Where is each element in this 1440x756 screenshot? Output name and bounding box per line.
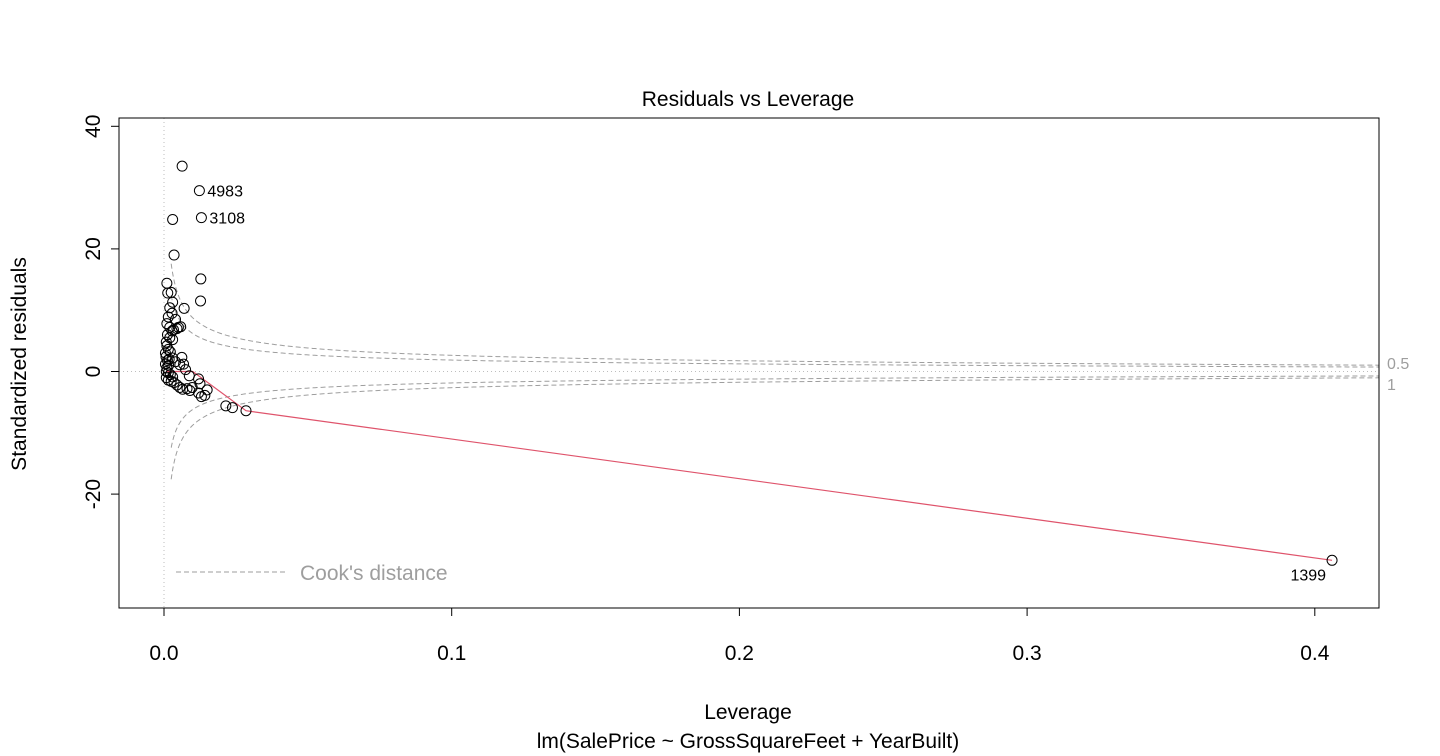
data-point — [193, 185, 205, 197]
data-point — [199, 389, 211, 401]
x-tick-label: 0.3 — [1012, 642, 1041, 665]
data-point — [181, 383, 193, 395]
point-label-1399: 1399 — [1290, 567, 1326, 584]
chart-title: Residuals vs Leverage — [642, 88, 854, 111]
data-point — [240, 405, 252, 417]
y-tick-label: -20 — [82, 479, 105, 509]
plot-area — [119, 118, 1379, 608]
data-point — [180, 364, 192, 376]
y-tick-label: 20 — [82, 237, 105, 260]
cooks-contour-1-lower — [170, 377, 1379, 480]
y-tick-label: 0 — [82, 366, 105, 378]
data-point — [161, 318, 173, 330]
data-point — [184, 385, 196, 397]
contour-label-0-5: 0.5 — [1387, 356, 1409, 373]
data-point — [162, 311, 174, 323]
data-point — [226, 402, 238, 414]
data-point — [175, 321, 187, 333]
data-point — [166, 307, 178, 319]
plot-frame — [118, 117, 1380, 609]
cooks-contour-0-5-lower — [170, 375, 1379, 448]
data-point — [195, 295, 207, 307]
model-formula-subtitle: lm(SalePrice ~ GrossSquareFeet + YearBui… — [537, 730, 960, 753]
data-point — [162, 287, 174, 299]
y-tick-label: 40 — [82, 115, 105, 138]
legend-label-cooks-distance: Cook's distance — [300, 562, 448, 585]
data-point — [178, 302, 190, 314]
data-point — [193, 373, 205, 385]
data-point — [220, 400, 232, 412]
point-label-4983: 4983 — [207, 184, 243, 201]
point-label-3108: 3108 — [209, 211, 245, 228]
data-point — [168, 249, 180, 261]
data-point — [167, 334, 179, 346]
data-point — [171, 379, 183, 391]
x-tick-label: 0.2 — [725, 642, 754, 665]
data-point — [160, 366, 172, 377]
x-tick-label: 0.1 — [437, 642, 466, 665]
data-point — [195, 212, 207, 224]
smoother-line — [166, 370, 1333, 561]
data-point — [194, 378, 206, 390]
data-point — [176, 160, 188, 172]
data-point — [160, 336, 172, 348]
cooks-contour-1-upper — [170, 263, 1379, 366]
data-point — [167, 296, 179, 308]
plot-layer: 0.0 0.1 0.2 0.3 0.4 -20 0 20 40 4983 3108 1399 0.5 1 C… — [82, 115, 1409, 665]
data-point — [1326, 554, 1338, 566]
x-tick-label: 0.4 — [1300, 642, 1330, 665]
x-tick-label: 0.0 — [149, 642, 178, 665]
data-point — [201, 384, 213, 396]
x-axis-label: Leverage — [704, 701, 792, 724]
cooks-contour-0-5-upper — [170, 295, 1379, 368]
y-axis-label: Standardized residuals — [8, 257, 31, 471]
data-point — [178, 358, 190, 370]
data-point — [161, 277, 173, 289]
data-point — [176, 351, 188, 363]
contour-label-1: 1 — [1387, 377, 1396, 394]
data-point — [195, 273, 207, 285]
data-point — [164, 302, 176, 314]
data-point — [167, 213, 179, 225]
data-point — [174, 381, 186, 393]
data-point — [170, 313, 182, 325]
